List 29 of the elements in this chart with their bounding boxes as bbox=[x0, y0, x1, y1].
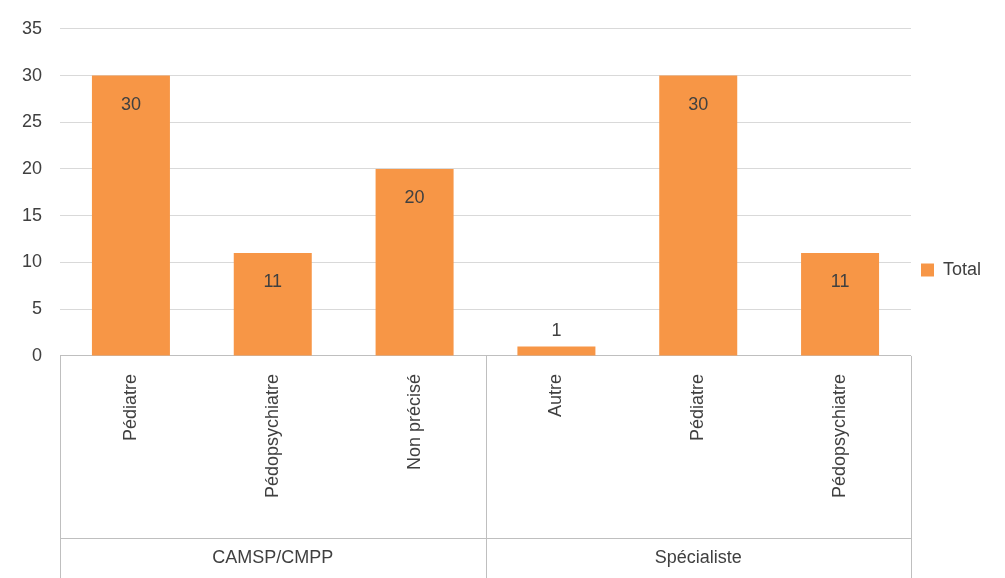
data-label: 30 bbox=[120, 93, 141, 114]
data-label: 11 bbox=[263, 271, 283, 292]
bar bbox=[517, 346, 596, 356]
data-label: 20 bbox=[404, 186, 425, 207]
text: CAMSP/CMPP bbox=[212, 546, 334, 567]
legend-label: Total bbox=[942, 258, 982, 279]
data-label: 11 bbox=[830, 271, 850, 292]
data-label: 30 bbox=[688, 93, 709, 114]
x-tick-label: Non précisé bbox=[403, 373, 424, 470]
y-tick-label: 20 bbox=[21, 157, 43, 178]
x-tick-label: Autre bbox=[545, 373, 566, 417]
x-tick-label: Pédiatre bbox=[119, 373, 140, 441]
x-tick-label: Pédiatre bbox=[687, 373, 708, 441]
x-tick-label: Pédopsychiatre bbox=[829, 373, 850, 498]
bar bbox=[659, 75, 738, 356]
bar bbox=[233, 253, 312, 356]
bar bbox=[91, 75, 170, 356]
y-tick-label: 25 bbox=[21, 111, 43, 132]
y-tick-label: 15 bbox=[21, 204, 43, 225]
x-tick-label: Pédopsychiatre bbox=[261, 373, 282, 498]
y-tick-label: 0 bbox=[32, 344, 43, 365]
text: Spécialiste bbox=[654, 546, 742, 567]
bar bbox=[375, 169, 454, 356]
y-tick-label: 10 bbox=[21, 251, 43, 272]
data-label: 1 bbox=[551, 319, 562, 340]
bar bbox=[801, 253, 880, 356]
y-tick-label: 35 bbox=[21, 17, 43, 38]
y-tick-label: 5 bbox=[32, 298, 43, 319]
y-tick-label: 30 bbox=[21, 64, 43, 85]
